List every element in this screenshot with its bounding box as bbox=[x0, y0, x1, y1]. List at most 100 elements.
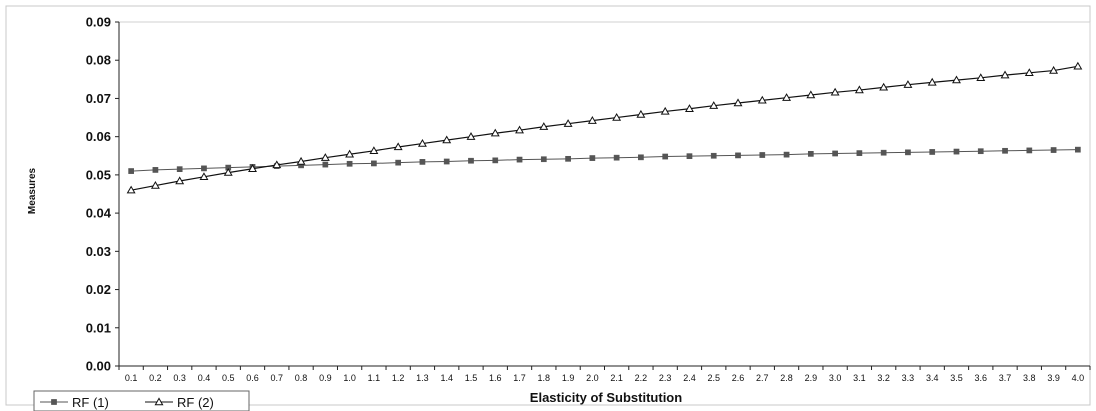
series-point bbox=[272, 160, 282, 169]
x-axis: 0.1 0.2 0.3 0.4 0.5 0.6 0.7 0.8 0.9 1.0 1.1 1.2 1.3 1… bbox=[115, 365, 1091, 383]
series-point bbox=[468, 157, 474, 164]
series-point bbox=[150, 180, 160, 189]
series-point bbox=[733, 98, 743, 107]
series-point bbox=[296, 156, 306, 165]
legend-entry: RF (1) bbox=[40, 395, 109, 410]
series-point bbox=[175, 176, 185, 185]
x-tick-label: 2.9 bbox=[805, 373, 818, 383]
x-tick-label: 3.5 bbox=[950, 373, 963, 383]
x-tick-label: 1.9 bbox=[562, 373, 575, 383]
series-point bbox=[369, 146, 379, 155]
series-point bbox=[806, 90, 816, 99]
series-point bbox=[977, 148, 984, 155]
series-point bbox=[709, 101, 719, 109]
series-point bbox=[903, 80, 913, 88]
series-1 bbox=[128, 146, 1081, 174]
x-tick-label: 0.1 bbox=[125, 373, 138, 383]
series-point bbox=[201, 165, 207, 172]
x-tick-label: 0.2 bbox=[149, 373, 162, 383]
x-tick-label: 1.7 bbox=[513, 373, 526, 383]
y-tick-label: 0.03 bbox=[86, 244, 111, 259]
series-line bbox=[131, 65, 1078, 191]
x-tick-label: 3.9 bbox=[1047, 373, 1060, 383]
series-point bbox=[660, 106, 670, 115]
series-point bbox=[371, 160, 377, 167]
x-tick-label: 4.0 bbox=[1072, 373, 1085, 383]
series-point bbox=[976, 73, 986, 82]
series-point bbox=[807, 151, 814, 157]
x-tick-label: 1.3 bbox=[416, 373, 429, 383]
series-point bbox=[638, 154, 644, 161]
x-tick-label: 0.6 bbox=[246, 373, 259, 383]
series-point bbox=[466, 132, 476, 140]
series-point bbox=[395, 159, 402, 166]
x-tick-label: 0.3 bbox=[173, 373, 186, 383]
x-tick-label: 1.2 bbox=[392, 373, 405, 383]
x-tick-label: 3.8 bbox=[1023, 373, 1036, 383]
x-tick-label: 1.0 bbox=[343, 373, 356, 383]
series-point bbox=[154, 397, 164, 406]
series-point bbox=[442, 135, 452, 144]
series-point bbox=[662, 153, 669, 160]
x-tick-label: 1.8 bbox=[538, 373, 551, 383]
x-tick-label: 2.3 bbox=[659, 373, 672, 383]
series-point bbox=[880, 149, 887, 156]
x-tick-label: 3.0 bbox=[829, 373, 842, 383]
series-point bbox=[152, 167, 159, 173]
legend: RF (1) RF (2) bbox=[33, 390, 250, 411]
x-tick-label: 2.5 bbox=[707, 373, 720, 383]
series-point bbox=[927, 77, 937, 86]
series-point bbox=[1002, 147, 1008, 154]
series-point bbox=[759, 152, 766, 158]
series-point bbox=[1050, 147, 1057, 153]
x-tick-label: 0.9 bbox=[319, 373, 332, 383]
x-tick-label: 3.7 bbox=[999, 373, 1012, 383]
x-tick-label: 3.2 bbox=[877, 373, 890, 383]
series-point bbox=[199, 172, 209, 180]
series-point bbox=[417, 138, 427, 147]
x-tick-label: 2.4 bbox=[683, 373, 696, 383]
series-point bbox=[346, 160, 353, 167]
legend-entry: RF (2) bbox=[145, 395, 214, 410]
series-point bbox=[565, 155, 571, 162]
series-point bbox=[322, 161, 329, 168]
x-tick-label: 0.8 bbox=[295, 373, 308, 383]
x-tick-label: 1.5 bbox=[465, 373, 478, 383]
legend-label: RF (1) bbox=[72, 395, 109, 410]
y-tick-label: 0.06 bbox=[86, 129, 111, 144]
series-point bbox=[587, 116, 597, 124]
x-tick-label: 2.1 bbox=[610, 373, 623, 383]
series-point bbox=[856, 150, 863, 156]
series-point bbox=[539, 122, 549, 130]
series-point bbox=[563, 119, 573, 127]
series-point bbox=[126, 185, 136, 194]
series-point bbox=[612, 112, 622, 121]
series-point bbox=[854, 85, 864, 94]
series-line bbox=[131, 149, 1078, 172]
series-point bbox=[128, 168, 134, 174]
x-tick-label: 1.6 bbox=[489, 373, 502, 383]
series-point bbox=[1000, 70, 1010, 79]
series-point bbox=[952, 75, 961, 84]
series-point bbox=[176, 166, 183, 173]
series-layer bbox=[126, 61, 1083, 194]
series-point bbox=[636, 109, 646, 118]
x-tick-label: 2.0 bbox=[586, 373, 599, 383]
x-tick-label: 3.4 bbox=[926, 373, 939, 383]
x-tick-label: 1.1 bbox=[368, 373, 381, 383]
series-point bbox=[783, 151, 790, 158]
x-tick-label: 2.8 bbox=[780, 373, 793, 383]
series-point bbox=[782, 93, 792, 101]
series-point bbox=[540, 156, 547, 163]
x-tick-label: 0.5 bbox=[222, 373, 235, 383]
y-tick-label: 0.09 bbox=[86, 15, 111, 30]
series-point bbox=[345, 149, 355, 158]
series-point bbox=[248, 164, 257, 172]
y-tick-label: 0.00 bbox=[86, 359, 111, 374]
y-tick-label: 0.08 bbox=[86, 53, 111, 68]
x-tick-label: 1.4 bbox=[440, 373, 453, 383]
series-point bbox=[589, 155, 596, 161]
series-point bbox=[686, 153, 693, 160]
